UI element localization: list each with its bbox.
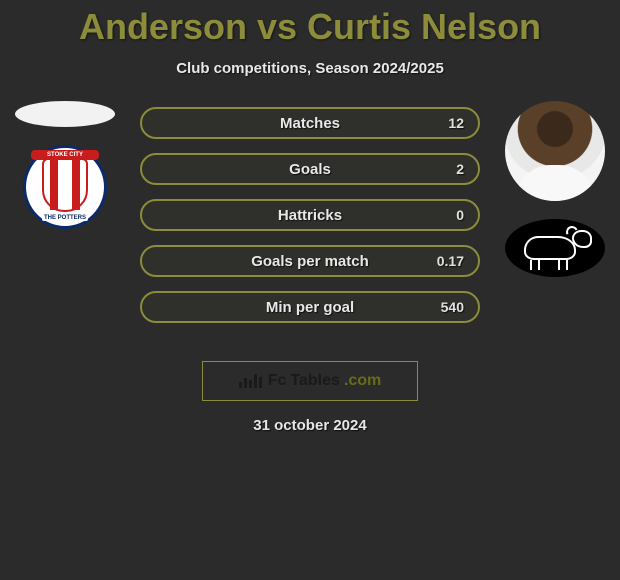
- stat-right-value: 2: [416, 161, 464, 177]
- stat-right-value: 0.17: [416, 253, 464, 269]
- branding-suffix: .com: [344, 372, 381, 390]
- stat-label: Goals: [204, 161, 416, 178]
- snapshot-date: 31 october 2024: [0, 417, 620, 434]
- left-player-column: STOKE CITY THE POTTERS: [10, 101, 120, 229]
- stat-row: Goals per match0.17: [140, 245, 480, 277]
- stat-label: Hattricks: [204, 207, 416, 224]
- stat-label: Matches: [204, 115, 416, 132]
- player-right-photo: [505, 101, 605, 201]
- stat-row: Goals2: [140, 153, 480, 185]
- comparison-panel: STOKE CITY THE POTTERS Matches12 Goals2 Ha…: [0, 107, 620, 347]
- stats-list: Matches12 Goals2 Hattricks0 Goals per match…: [140, 107, 480, 323]
- stat-row: Hattricks0: [140, 199, 480, 231]
- right-player-column: [500, 101, 610, 277]
- stat-row: Min per goal540: [140, 291, 480, 323]
- stat-label: Min per goal: [204, 299, 416, 316]
- stat-right-value: 0: [416, 207, 464, 223]
- bars-icon: [239, 374, 262, 388]
- ram-icon: [518, 228, 592, 268]
- page-title: Anderson vs Curtis Nelson: [0, 0, 620, 48]
- subtitle: Club competitions, Season 2024/2025: [0, 60, 620, 77]
- stat-label: Goals per match: [204, 253, 416, 270]
- stat-row: Matches12: [140, 107, 480, 139]
- fctables-branding: FcTables.com: [202, 361, 418, 401]
- stoke-city-badge: STOKE CITY THE POTTERS: [23, 145, 107, 229]
- stoke-shield-icon: [42, 158, 88, 212]
- branding-prefix: Fc: [268, 372, 287, 390]
- stat-right-value: 540: [416, 299, 464, 315]
- branding-main: Tables: [290, 372, 340, 390]
- derby-county-badge: [505, 219, 605, 277]
- player-left-photo-placeholder: [15, 101, 115, 127]
- stoke-bottom-text: THE POTTERS: [42, 215, 88, 221]
- stat-right-value: 12: [416, 115, 464, 131]
